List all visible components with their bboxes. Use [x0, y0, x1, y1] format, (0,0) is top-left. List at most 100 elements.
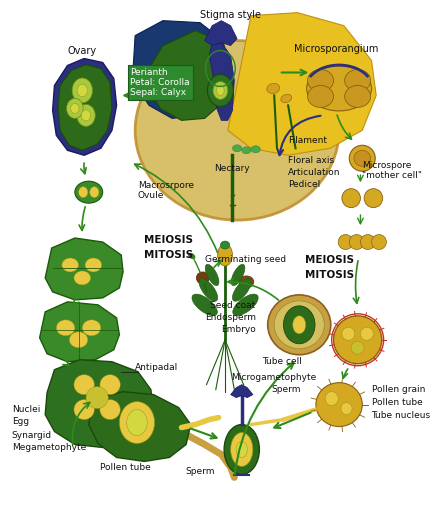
Ellipse shape: [333, 316, 382, 364]
Text: Macrosrpore: Macrosrpore: [138, 181, 194, 189]
Ellipse shape: [72, 78, 93, 103]
Ellipse shape: [135, 40, 339, 220]
Ellipse shape: [231, 433, 253, 466]
Ellipse shape: [196, 272, 209, 284]
Ellipse shape: [233, 294, 258, 316]
Ellipse shape: [364, 189, 383, 208]
Ellipse shape: [81, 110, 90, 121]
Ellipse shape: [361, 327, 373, 340]
Polygon shape: [52, 58, 117, 155]
Text: Pedicel: Pedicel: [288, 180, 320, 189]
Text: Endosperm: Endosperm: [205, 313, 256, 323]
Ellipse shape: [342, 189, 361, 208]
Text: Microsporangium: Microsporangium: [294, 44, 378, 54]
Ellipse shape: [354, 151, 371, 166]
Ellipse shape: [208, 74, 233, 106]
Text: Tube nucleus: Tube nucleus: [371, 411, 431, 420]
Ellipse shape: [342, 327, 355, 340]
Ellipse shape: [90, 187, 99, 198]
Text: Synargid: Synargid: [12, 431, 52, 440]
Ellipse shape: [236, 441, 247, 457]
Ellipse shape: [307, 66, 371, 111]
Text: Pollen grain: Pollen grain: [371, 385, 425, 394]
Ellipse shape: [231, 264, 245, 286]
Text: Ovule: Ovule: [138, 190, 164, 200]
Text: Articulation: Articulation: [288, 168, 340, 177]
Ellipse shape: [217, 86, 224, 95]
Ellipse shape: [349, 145, 375, 171]
Ellipse shape: [85, 258, 102, 272]
Ellipse shape: [188, 253, 195, 259]
Polygon shape: [45, 238, 123, 300]
Ellipse shape: [100, 375, 120, 395]
Polygon shape: [228, 13, 376, 155]
Ellipse shape: [62, 258, 79, 272]
Polygon shape: [40, 302, 119, 361]
Ellipse shape: [86, 387, 108, 409]
Ellipse shape: [218, 244, 232, 266]
Text: Pollen tube: Pollen tube: [371, 398, 422, 407]
Ellipse shape: [239, 276, 254, 288]
Ellipse shape: [119, 401, 155, 443]
Ellipse shape: [345, 86, 371, 108]
Ellipse shape: [267, 83, 280, 94]
Ellipse shape: [199, 279, 218, 301]
Ellipse shape: [316, 382, 362, 426]
Ellipse shape: [74, 271, 90, 285]
Ellipse shape: [74, 399, 94, 419]
Ellipse shape: [371, 234, 386, 249]
Ellipse shape: [325, 392, 338, 406]
Polygon shape: [231, 385, 253, 398]
Ellipse shape: [224, 424, 260, 475]
Ellipse shape: [349, 234, 364, 249]
Text: Stigma style: Stigma style: [200, 10, 261, 19]
Ellipse shape: [66, 98, 83, 118]
Ellipse shape: [71, 103, 79, 113]
Text: Nuclei: Nuclei: [12, 405, 40, 414]
Ellipse shape: [82, 320, 101, 336]
Ellipse shape: [213, 81, 228, 99]
Ellipse shape: [232, 145, 242, 152]
Ellipse shape: [341, 402, 352, 415]
Ellipse shape: [281, 94, 292, 102]
Text: "mother cell": "mother cell": [362, 170, 422, 180]
Text: Microgametophyte: Microgametophyte: [231, 373, 316, 382]
Ellipse shape: [268, 295, 331, 355]
Polygon shape: [205, 20, 237, 46]
Ellipse shape: [77, 84, 87, 97]
Ellipse shape: [79, 187, 88, 198]
Polygon shape: [209, 38, 234, 120]
Ellipse shape: [242, 147, 251, 154]
Polygon shape: [89, 392, 191, 461]
Text: Nectary: Nectary: [214, 164, 250, 173]
Ellipse shape: [220, 241, 230, 249]
Ellipse shape: [361, 234, 375, 249]
Polygon shape: [132, 20, 228, 118]
Text: Tube cell: Tube cell: [262, 357, 302, 366]
Polygon shape: [149, 31, 231, 120]
Ellipse shape: [293, 316, 306, 334]
Text: Floral axis: Floral axis: [288, 156, 334, 165]
Ellipse shape: [56, 320, 75, 336]
Ellipse shape: [77, 104, 95, 126]
Text: Sperm: Sperm: [271, 385, 301, 394]
Ellipse shape: [192, 294, 217, 316]
Text: Sperm: Sperm: [185, 467, 215, 476]
Ellipse shape: [100, 399, 120, 419]
Text: MEIOSIS: MEIOSIS: [144, 235, 194, 245]
Ellipse shape: [274, 301, 324, 349]
Ellipse shape: [232, 279, 251, 301]
Ellipse shape: [308, 86, 333, 108]
Ellipse shape: [205, 264, 219, 286]
Text: Filament: Filament: [288, 136, 327, 145]
Text: Megametophyte: Megametophyte: [12, 443, 86, 452]
Text: MITOSIS: MITOSIS: [305, 270, 354, 280]
Text: Microspore: Microspore: [362, 161, 412, 170]
Ellipse shape: [351, 342, 364, 354]
Text: MEIOSIS: MEIOSIS: [305, 255, 354, 265]
Text: Germinating seed: Germinating seed: [205, 255, 286, 265]
Ellipse shape: [308, 70, 333, 92]
Polygon shape: [45, 360, 154, 447]
Polygon shape: [58, 65, 112, 151]
Text: Antipadal: Antipadal: [135, 363, 178, 372]
